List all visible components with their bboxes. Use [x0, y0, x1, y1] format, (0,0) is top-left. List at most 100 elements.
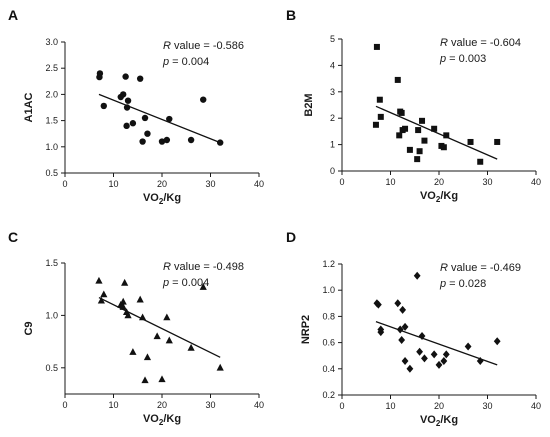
y-tick-label: 0.8 — [322, 311, 335, 321]
data-point — [377, 113, 384, 120]
data-point — [139, 313, 147, 321]
y-tick-label: 0.6 — [322, 338, 335, 348]
data-point — [144, 130, 151, 137]
y-tick-label: 0.5 — [45, 168, 58, 178]
data-point — [402, 125, 409, 132]
x-tick-label: 30 — [205, 179, 215, 189]
x-tick-label: 40 — [254, 179, 264, 189]
x-tick-label: 20 — [434, 401, 444, 411]
data-point — [443, 132, 450, 139]
x-tick-label: 30 — [482, 401, 492, 411]
data-point — [199, 283, 207, 290]
data-point — [200, 96, 207, 103]
data-point — [124, 311, 132, 319]
data-point — [406, 364, 414, 373]
x-tick-label: 30 — [482, 177, 492, 187]
data-point — [419, 117, 426, 124]
data-point — [396, 325, 404, 334]
data-point — [136, 75, 144, 82]
r-value-label: R value = -0.469 — [440, 262, 521, 274]
data-point — [399, 305, 407, 314]
data-point — [158, 138, 166, 145]
y-tick-label: 4 — [330, 60, 335, 70]
regression-line — [98, 93, 221, 144]
data-point — [421, 354, 428, 363]
data-point — [372, 121, 379, 128]
data-point — [401, 322, 409, 331]
data-point — [418, 332, 426, 341]
y-tick-label: 5 — [330, 34, 335, 44]
x-tick-label: 0 — [339, 177, 344, 187]
data-point — [413, 271, 421, 280]
data-point — [139, 138, 146, 145]
data-point — [163, 313, 171, 321]
y-tick-label: 2 — [330, 113, 335, 123]
data-point — [416, 347, 423, 356]
data-point — [100, 102, 108, 110]
y-tick-label: 0.5 — [45, 363, 58, 373]
panel-letter: B — [286, 7, 296, 23]
r-value-label: R value = -0.604 — [440, 37, 521, 49]
data-point — [217, 139, 224, 146]
y-tick-label: 1.2 — [322, 259, 335, 269]
data-point — [163, 136, 171, 144]
data-point — [401, 356, 409, 365]
y-axis-label: C9 — [23, 321, 35, 335]
data-point — [376, 96, 383, 103]
p-value-label: p = 0.004 — [162, 56, 209, 68]
data-point — [187, 343, 195, 351]
x-axis-label: VO2/Kg — [420, 414, 458, 428]
x-axis-label: VO2/Kg — [143, 413, 181, 427]
y-tick-label: 3.0 — [45, 37, 58, 47]
data-point — [129, 120, 137, 127]
p-value-label: p = 0.003 — [439, 53, 486, 65]
data-point — [406, 146, 413, 153]
data-point — [394, 299, 402, 308]
x-tick-label: 20 — [157, 400, 167, 410]
y-tick-label: 1.5 — [45, 116, 58, 126]
y-tick-label: 1.0 — [45, 310, 58, 320]
data-point — [124, 97, 132, 104]
y-tick-label: 0.4 — [322, 364, 335, 374]
data-point — [440, 144, 447, 151]
data-point — [143, 353, 152, 361]
p-value-label: p = 0.004 — [162, 277, 209, 289]
data-point — [477, 158, 484, 165]
x-tick-label: 40 — [531, 401, 541, 411]
data-point — [141, 376, 149, 384]
data-point — [100, 290, 108, 298]
x-tick-label: 10 — [108, 400, 118, 410]
data-point — [187, 136, 195, 144]
data-point — [119, 303, 127, 310]
panel-b: B 0 10 20 30 40 0 1 2 3 4 5 VO2/Kg B2M R value = -0.60… — [286, 7, 541, 204]
data-point — [494, 138, 501, 145]
y-tick-label: 1.0 — [322, 285, 335, 295]
x-tick-label: 10 — [385, 401, 395, 411]
data-point — [97, 296, 105, 304]
y-tick-label: 1 — [330, 140, 335, 150]
y-tick-label: 1.0 — [45, 142, 58, 152]
y-tick-label: 1.5 — [45, 258, 58, 268]
panel-d: D 0 10 20 30 40 0.2 0.4 0.6 0.8 1.0 1.2 VO2/Kg NRP2 R … — [286, 229, 541, 428]
data-point — [96, 73, 103, 81]
panel-a: A 0 10 20 30 40 0.5 1.0 1.5 2.0 2.5 3.0 VO2/Kg A1AC R … — [8, 7, 264, 206]
panel-letter: D — [286, 229, 296, 245]
data-point — [421, 137, 428, 144]
y-tick-label: 2.5 — [45, 63, 58, 73]
panel-letter: A — [8, 7, 18, 23]
data-point — [123, 104, 131, 111]
p-value-label: p = 0.028 — [439, 278, 486, 290]
x-tick-label: 20 — [157, 179, 167, 189]
data-point — [394, 76, 401, 83]
data-point — [431, 125, 438, 132]
y-tick-label: 0 — [330, 166, 335, 176]
data-point — [122, 73, 129, 80]
x-axis-label: VO2/Kg — [420, 190, 458, 204]
regression-line — [375, 105, 498, 160]
x-tick-label: 0 — [62, 400, 67, 410]
data-point — [464, 342, 472, 351]
data-point — [442, 350, 450, 359]
data-point — [136, 295, 144, 303]
y-tick-label: 0.2 — [322, 390, 335, 400]
